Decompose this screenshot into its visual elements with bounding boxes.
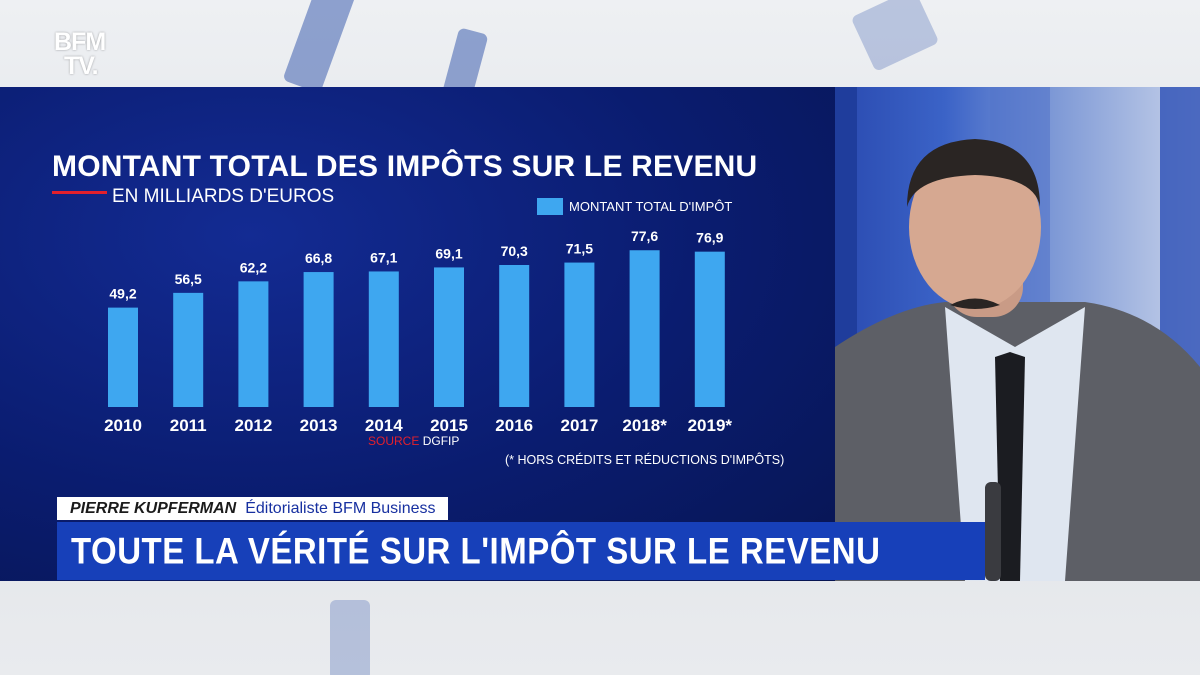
- category-label: 2010: [104, 416, 142, 435]
- speaker-role: Éditorialiste BFM Business: [245, 499, 436, 517]
- bar-2011: [173, 292, 204, 407]
- value-label: 49,2: [109, 286, 136, 302]
- bar-2017: [564, 262, 595, 407]
- value-label: 69,1: [435, 245, 462, 261]
- source-label: SOURCE: [368, 434, 420, 448]
- presenter-illustration: [835, 87, 1200, 581]
- value-label: 77,6: [631, 228, 658, 244]
- desk-microphone: [985, 482, 1001, 581]
- chart-footnote: (* HORS CRÉDITS ET RÉDUCTIONS D'IMPÔTS): [505, 453, 785, 467]
- source-value: DGFIP: [422, 434, 460, 448]
- channel-logo: BFM TV.: [54, 28, 116, 80]
- value-label: 76,9: [696, 230, 723, 246]
- title-accent-line: [52, 191, 107, 194]
- category-label: 2011: [170, 416, 207, 435]
- category-label: 2014: [365, 416, 403, 435]
- speaker-name-box: PIERRE KUPFERMAN Éditorialiste BFM Busin…: [57, 497, 448, 520]
- category-label: 2019*: [688, 416, 733, 435]
- backdrop-stripe: [282, 0, 358, 94]
- headline-text: TOUTE LA VÉRITÉ SUR L'IMPÔT SUR LE REVEN…: [71, 529, 881, 572]
- value-label: 62,2: [240, 259, 267, 275]
- chart-subtitle: EN MILLIARDS D'EUROS: [112, 186, 335, 207]
- bar-2015: [434, 267, 464, 407]
- category-label: 2012: [234, 416, 272, 435]
- presenter-video: [835, 87, 1200, 581]
- legend-label: MONTANT TOTAL D'IMPÔT: [569, 199, 733, 214]
- bar-2014: [368, 271, 399, 407]
- bar-2018: [629, 250, 660, 407]
- logo-line-2: TV.: [64, 52, 99, 80]
- bar-chart: 49,2 2010 56,5 2011 62,2 2012 66,8 2013 67,1 2014…: [104, 228, 733, 435]
- chart-source: SOURCE DGFIP: [368, 434, 459, 448]
- category-label: 2018*: [622, 416, 667, 435]
- bar-2019: [694, 251, 725, 407]
- value-label: 70,3: [501, 243, 528, 259]
- category-label: 2015: [430, 416, 468, 435]
- bar-2016: [499, 264, 530, 407]
- presenter-moustache: [950, 298, 1000, 309]
- value-label: 67,1: [370, 249, 397, 265]
- bar-2012: [238, 281, 269, 407]
- category-label: 2016: [495, 416, 533, 435]
- legend-swatch: [537, 198, 563, 215]
- presenter-hair: [907, 139, 1040, 207]
- category-label: 2017: [560, 416, 598, 435]
- presenter-face: [909, 145, 1041, 309]
- value-label: 66,8: [305, 250, 332, 266]
- logo-line-1: BFM: [54, 28, 106, 56]
- category-label: 2013: [300, 416, 338, 435]
- chart-legend: MONTANT TOTAL D'IMPÔT: [537, 198, 732, 215]
- value-label: 56,5: [175, 271, 202, 287]
- backdrop-stripe: [330, 600, 370, 675]
- headline-banner: TOUTE LA VÉRITÉ SUR L'IMPÔT SUR LE REVEN…: [57, 522, 985, 580]
- presenter-tie: [995, 352, 1025, 581]
- bar-2013: [303, 272, 334, 407]
- speaker-name: PIERRE KUPFERMAN: [70, 499, 237, 517]
- bar-2010: [108, 307, 138, 407]
- value-label: 71,5: [566, 241, 593, 257]
- chart-title: MONTANT TOTAL DES IMPÔTS SUR LE REVENU: [52, 150, 758, 183]
- backdrop-stripe: [850, 0, 940, 72]
